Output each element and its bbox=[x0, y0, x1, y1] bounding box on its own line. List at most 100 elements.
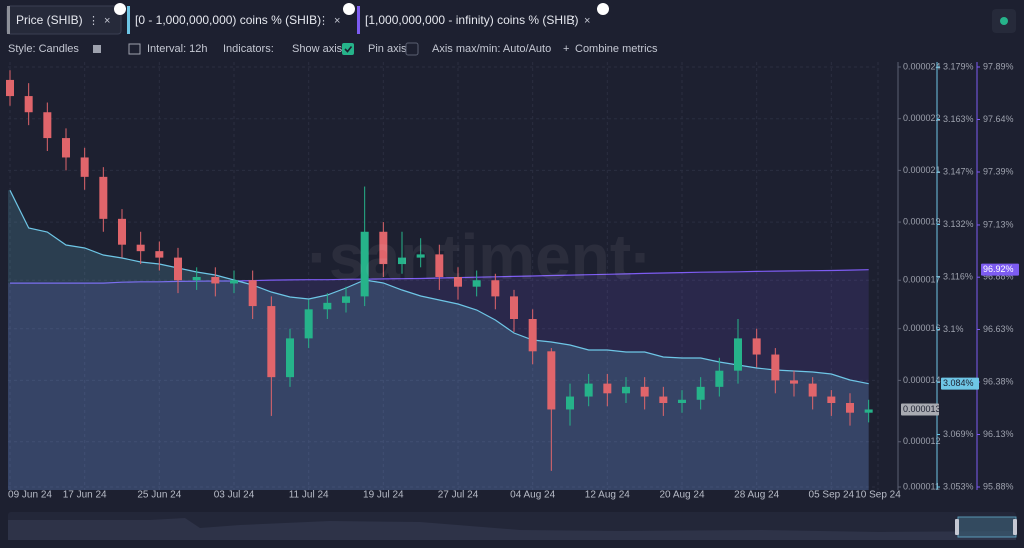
tab-box[interactable] bbox=[357, 6, 605, 34]
style-select[interactable]: Style: Candles bbox=[8, 43, 79, 55]
y-tick-label: 3.132% bbox=[943, 219, 974, 229]
y-tick-label: 3.1% bbox=[943, 324, 964, 334]
show-axis-checkbox[interactable] bbox=[342, 43, 354, 55]
x-tick-label: 28 Aug 24 bbox=[734, 490, 779, 501]
tab-close[interactable]: × bbox=[104, 15, 110, 27]
candle-body bbox=[491, 280, 500, 297]
x-tick-label: 27 Jul 24 bbox=[438, 490, 479, 501]
candle-body bbox=[678, 399, 686, 403]
plot: 0.000024 0.000022 0.000021 0.000019 0.000017… bbox=[6, 61, 1019, 501]
candle-body bbox=[510, 296, 518, 319]
tab-menu[interactable]: ⋮ bbox=[568, 15, 579, 27]
color-select[interactable] bbox=[93, 45, 101, 53]
show-axis[interactable]: Show axis bbox=[292, 43, 343, 55]
candle-body bbox=[155, 251, 164, 258]
candle-body bbox=[472, 280, 481, 287]
x-tick-label: 05 Sep 24 bbox=[809, 490, 855, 501]
combine-metrics[interactable]: Combine metrics bbox=[575, 43, 658, 55]
tab-close[interactable]: × bbox=[334, 15, 340, 27]
candle-body bbox=[864, 409, 873, 413]
value-badge bbox=[901, 403, 939, 416]
watermark: ·santiment· bbox=[308, 221, 653, 293]
pin-axis-checkbox[interactable] bbox=[405, 42, 419, 56]
candle-body bbox=[435, 254, 444, 277]
y-tick-label: 3.116% bbox=[943, 271, 973, 281]
y-tick-label: 96.88% bbox=[983, 272, 1014, 282]
x-tick-label: 12 Aug 24 bbox=[585, 490, 630, 501]
y-tick-label: 95.88% bbox=[983, 481, 1014, 491]
candle-body bbox=[99, 176, 108, 219]
pin-axis[interactable]: Pin axis bbox=[368, 43, 407, 55]
candle-body bbox=[808, 383, 817, 397]
candle-body bbox=[734, 338, 742, 371]
tab-menu[interactable]: ⋮ bbox=[88, 15, 99, 27]
candle-body bbox=[715, 370, 724, 387]
token-icon bbox=[343, 3, 355, 15]
tab-menu[interactable]: ⋮ bbox=[318, 15, 329, 27]
candle-body bbox=[622, 386, 630, 394]
y-tick-label: 0.000014 bbox=[903, 375, 941, 385]
x-tick-label: 20 Aug 24 bbox=[659, 490, 704, 501]
candle-body bbox=[6, 79, 14, 97]
tab-close[interactable]: × bbox=[584, 15, 590, 27]
y-tick-label: 97.13% bbox=[983, 219, 1014, 229]
candle-body bbox=[659, 396, 668, 403]
candle-body bbox=[267, 306, 276, 378]
candle-body bbox=[827, 396, 836, 403]
x-tick-label: 17 Jun 24 bbox=[63, 490, 107, 501]
y-tick-label: 96.63% bbox=[983, 324, 1014, 334]
candle-body bbox=[640, 386, 649, 397]
interval-icon bbox=[128, 43, 141, 55]
candle-body bbox=[174, 257, 182, 281]
value-badge-label: 0.000013 bbox=[903, 404, 941, 414]
tab[interactable]: [0 - 1,000,000,000) coins % (SHIB) ⋮ × bbox=[127, 3, 355, 34]
candle-body bbox=[248, 280, 257, 307]
navigator-handle[interactable] bbox=[955, 519, 959, 535]
x-tick-label: 10 Sep 24 bbox=[855, 490, 901, 501]
candle-body bbox=[528, 319, 537, 352]
candle-body bbox=[379, 231, 388, 265]
candle-body bbox=[603, 383, 612, 394]
x-tick-label: 25 Jun 24 bbox=[137, 490, 181, 501]
tab-color bbox=[7, 6, 10, 34]
tab[interactable]: [1,000,000,000 - infinity) coins % (SHIB… bbox=[357, 3, 609, 34]
tab-label[interactable]: Price (SHIB) bbox=[16, 13, 83, 27]
y-tick-label: 96.38% bbox=[983, 376, 1014, 386]
candle-body bbox=[547, 351, 556, 410]
tab-color bbox=[127, 6, 130, 34]
series-line bbox=[9, 190, 869, 385]
token-icon bbox=[114, 3, 126, 15]
candle-body bbox=[80, 157, 89, 177]
navigator-area bbox=[8, 518, 1016, 540]
y-tick-label: 0.000022 bbox=[903, 113, 941, 123]
candle-body bbox=[416, 254, 425, 258]
tab-color bbox=[357, 6, 360, 34]
value-badge-label: 3.084% bbox=[943, 378, 974, 388]
check-mark bbox=[344, 46, 353, 53]
tab-box[interactable] bbox=[127, 6, 355, 34]
y-tick-label: 3.147% bbox=[943, 166, 974, 176]
candle-body bbox=[342, 296, 350, 303]
navigator-selection[interactable] bbox=[957, 516, 1017, 538]
tab-label[interactable]: [1,000,000,000 - infinity) coins % (SHIB… bbox=[365, 13, 578, 27]
indicators-select[interactable]: Indicators: bbox=[223, 43, 274, 55]
y-tick-label: 0.000024 bbox=[903, 61, 941, 71]
axis-minmax[interactable]: Axis max/min: Auto/Auto bbox=[432, 43, 551, 55]
status-dot bbox=[1000, 17, 1008, 25]
y-tick-label: 96.13% bbox=[983, 429, 1014, 439]
x-tick-label: 04 Aug 24 bbox=[510, 490, 555, 501]
y-tick-label: 0.000017 bbox=[903, 275, 941, 285]
candle-body bbox=[118, 218, 126, 245]
x-tick-label: 19 Jul 24 bbox=[363, 490, 404, 501]
candle-body bbox=[696, 386, 705, 400]
candle-body bbox=[43, 112, 52, 139]
candle-body bbox=[286, 338, 294, 378]
tab-label[interactable]: [0 - 1,000,000,000) coins % (SHIB) bbox=[135, 13, 321, 27]
interval-select[interactable]: Interval: 12h bbox=[147, 43, 208, 55]
y-tick-label: 3.053% bbox=[943, 481, 974, 491]
tab[interactable]: Price (SHIB) ⋮ × bbox=[6, 3, 126, 35]
y-tick-label: 97.39% bbox=[983, 166, 1014, 176]
candle-body bbox=[584, 383, 593, 397]
navigator-handle[interactable] bbox=[1013, 519, 1017, 535]
